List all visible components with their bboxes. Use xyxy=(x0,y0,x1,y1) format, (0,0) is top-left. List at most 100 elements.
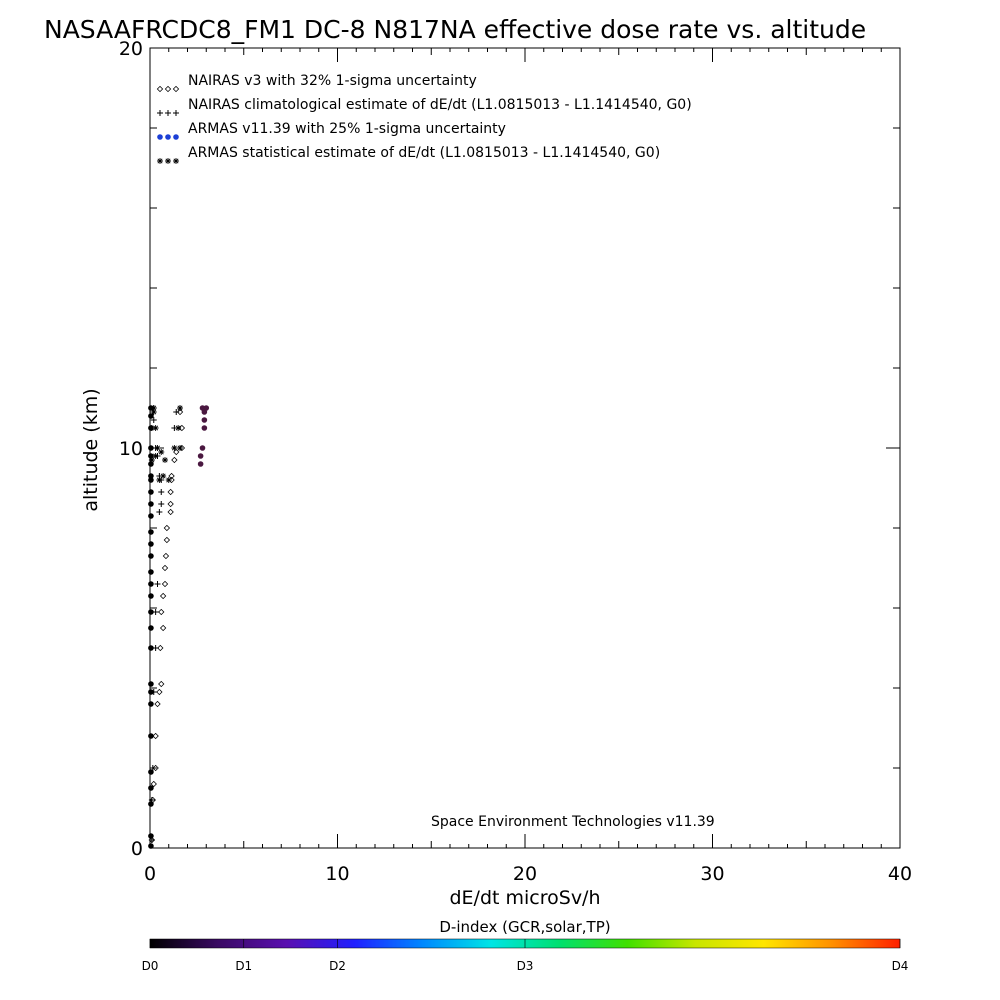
armas-point xyxy=(148,801,154,807)
nairas-point xyxy=(157,644,164,652)
armas-point xyxy=(148,843,154,849)
nairas-point xyxy=(159,624,167,632)
nairas-point xyxy=(163,524,171,532)
armas-point xyxy=(148,645,154,651)
armas-point xyxy=(148,477,154,483)
nairas-point xyxy=(161,580,169,588)
x-tick-label: 20 xyxy=(513,863,537,885)
armas-stat-point xyxy=(158,449,165,455)
y-axis-label: altitude (km) xyxy=(80,388,102,511)
armas-point xyxy=(148,593,154,599)
armas-point xyxy=(148,625,154,631)
armas-point xyxy=(197,453,204,459)
legend-label: NAIRAS climatological estimate of dE/dt … xyxy=(188,97,692,113)
armas-stat-point xyxy=(165,477,172,483)
y-tick-labels: 0 10 20 xyxy=(119,38,143,860)
legend-marker xyxy=(165,110,171,116)
y-tick-label: 20 xyxy=(119,38,143,60)
legend-marker xyxy=(173,134,179,140)
armas-stat-point xyxy=(177,405,183,411)
nairas-point xyxy=(150,780,157,788)
armas-stat-point xyxy=(152,453,159,459)
nairas-point xyxy=(161,564,169,572)
colorbar-label: D3 xyxy=(517,959,534,973)
nairas-clim-point xyxy=(158,489,165,495)
armas-stat-point xyxy=(152,425,159,431)
data-points xyxy=(148,405,210,849)
y-tick-label: 10 xyxy=(119,438,143,460)
axis-ticks xyxy=(149,47,901,849)
colorbar-label: D0 xyxy=(142,959,159,973)
armas-point xyxy=(148,609,154,615)
colorbar-title: D-index (GCR,solar,TP) xyxy=(439,918,610,936)
legend-marker xyxy=(173,158,179,164)
nairas-clim-point xyxy=(156,509,163,515)
legend-marker xyxy=(157,110,163,116)
armas-point xyxy=(148,461,154,467)
armas-point xyxy=(199,405,206,411)
x-tick-label: 40 xyxy=(888,863,912,885)
armas-point xyxy=(148,473,154,479)
armas-point xyxy=(199,445,206,451)
colorbar-labels: D0 D1 D2 D3 D4 xyxy=(142,939,909,973)
armas-stat-point xyxy=(156,477,163,483)
armas-point xyxy=(148,553,154,559)
colorbar-label: D1 xyxy=(235,959,252,973)
armas-point xyxy=(148,445,154,451)
colorbar-label: D2 xyxy=(329,959,346,973)
armas-stat-point xyxy=(160,473,167,479)
armas-point xyxy=(148,501,154,507)
nairas-point xyxy=(178,424,186,432)
armas-point xyxy=(197,461,204,467)
nairas-clim-point xyxy=(173,409,180,415)
nairas-point xyxy=(167,500,174,508)
armas-stat-point xyxy=(171,445,178,451)
armas-point xyxy=(148,689,154,695)
armas-point xyxy=(148,681,154,687)
legend-marker xyxy=(164,85,172,93)
armas-point xyxy=(148,569,154,575)
armas-point xyxy=(148,453,154,459)
armas-point xyxy=(148,425,154,431)
x-tick-labels: 0 10 20 30 40 xyxy=(144,863,912,885)
nairas-clim-point xyxy=(154,581,161,587)
x-tick-label: 30 xyxy=(700,863,724,885)
nairas-point xyxy=(173,448,180,456)
nairas-point xyxy=(152,764,159,772)
y-tick-label: 0 xyxy=(131,838,143,860)
armas-stat-point xyxy=(148,457,155,463)
nairas-point xyxy=(152,732,159,740)
armas-point xyxy=(148,733,154,739)
armas-stat-point xyxy=(177,445,183,451)
colorbar-label: D4 xyxy=(892,959,909,973)
armas-stat-point xyxy=(175,425,182,431)
nairas-clim-point xyxy=(150,417,157,423)
nairas-point xyxy=(162,552,170,560)
legend-label: ARMAS statistical estimate of dE/dt (L1.… xyxy=(188,145,660,161)
x-tick-label: 10 xyxy=(325,863,349,885)
armas-stat-point xyxy=(150,409,157,415)
nairas-point xyxy=(159,592,167,600)
armas-point xyxy=(148,513,154,519)
nairas-point xyxy=(167,488,174,496)
armas-point xyxy=(148,833,154,839)
nairas-point xyxy=(171,456,178,464)
legend-marker xyxy=(156,85,164,93)
nairas-point xyxy=(167,508,174,516)
plot-frame xyxy=(149,47,901,849)
nairas-point xyxy=(158,608,165,616)
nairas-point xyxy=(163,536,171,544)
nairas-point xyxy=(168,472,175,480)
nairas-point xyxy=(154,700,161,708)
nairas-point xyxy=(156,688,163,696)
armas-stat-point xyxy=(150,405,157,411)
armas-stat-point xyxy=(162,457,168,463)
armas-point xyxy=(201,417,208,423)
x-tick-label: 0 xyxy=(144,863,156,885)
legend-marker xyxy=(165,134,171,140)
armas-point xyxy=(148,541,154,547)
legend-label: ARMAS v11.39 with 25% 1-sigma uncertaint… xyxy=(188,121,506,137)
legend-marker xyxy=(157,134,163,140)
armas-point xyxy=(148,769,154,775)
